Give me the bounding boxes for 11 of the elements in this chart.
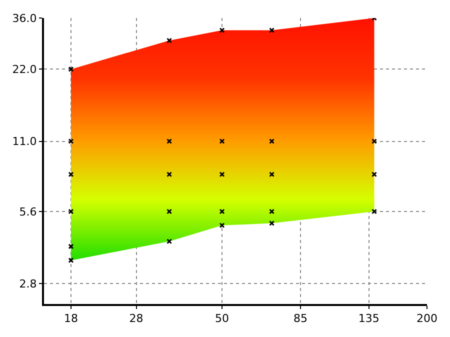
x-tick-label: 28 (129, 312, 144, 326)
x-tick-label: 50 (215, 312, 230, 326)
x-tick-label: 200 (416, 312, 438, 326)
y-tick-label: 11.0 (12, 135, 37, 148)
x-tick-label: 85 (293, 312, 308, 326)
y-tick-label: 22.0 (12, 63, 37, 76)
x-tick-label: 135 (358, 312, 380, 326)
y-tick-label: 36.0 (12, 12, 37, 25)
x-tick-label: 18 (64, 312, 78, 326)
y-tick-label: 5.6 (19, 205, 37, 218)
y-tick-label: 2.8 (19, 277, 37, 290)
